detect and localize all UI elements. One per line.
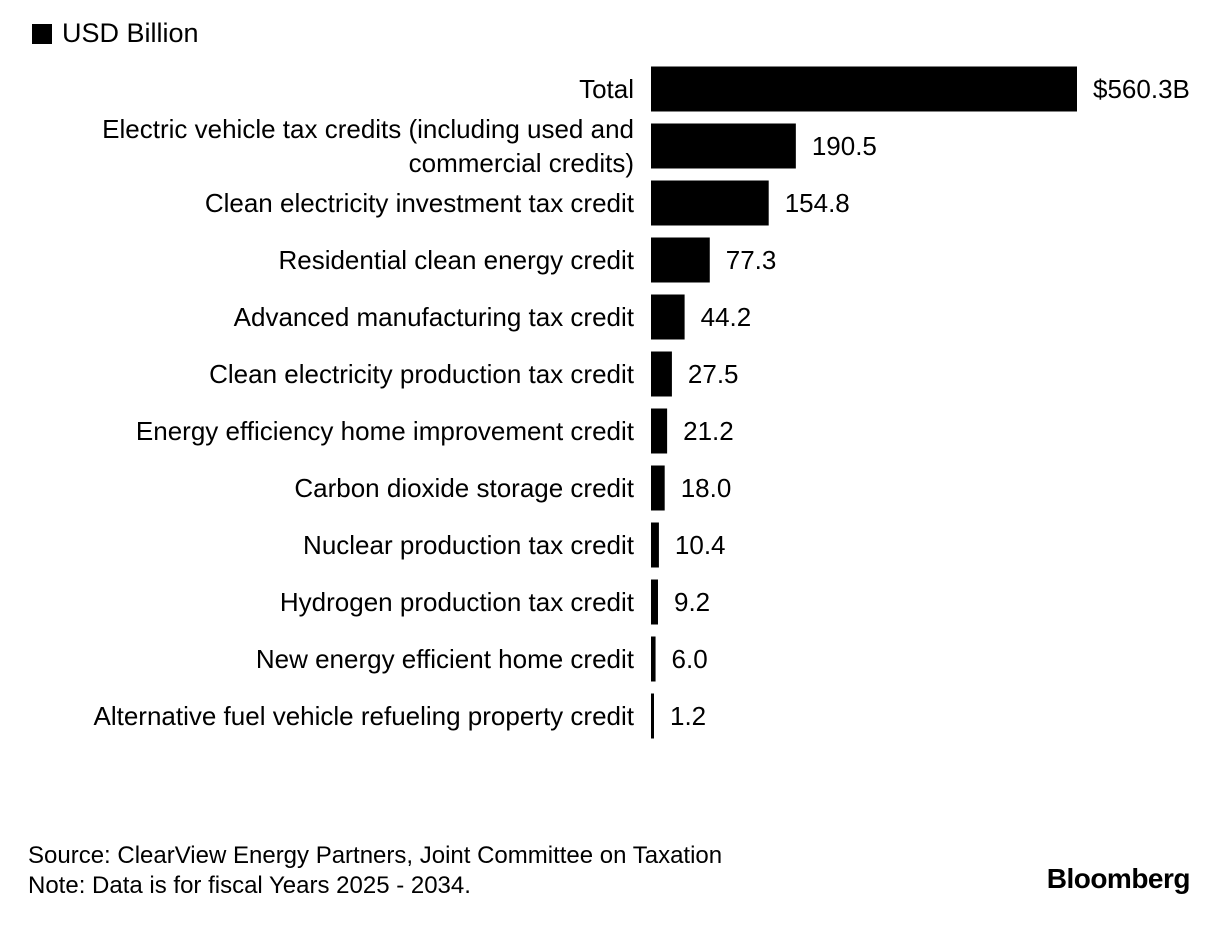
bar xyxy=(651,522,659,568)
bar xyxy=(651,636,656,682)
value-label: 10.4 xyxy=(675,530,726,560)
bar xyxy=(651,408,668,454)
value-label: 6.0 xyxy=(672,644,708,674)
bar xyxy=(651,351,672,397)
value-label: 9.2 xyxy=(674,587,710,617)
value-label: $560.3B xyxy=(1093,74,1190,104)
value-label: 1.2 xyxy=(670,701,706,731)
category-label: commercial credits) xyxy=(409,148,634,178)
legend-swatch xyxy=(32,23,52,44)
category-label: Alternative fuel vehicle refueling prope… xyxy=(93,701,634,731)
value-label: 77.3 xyxy=(726,245,777,275)
bar xyxy=(651,693,654,739)
bar xyxy=(651,579,658,625)
value-label: 21.2 xyxy=(683,416,734,446)
bar xyxy=(651,465,665,511)
value-label: 18.0 xyxy=(681,473,732,503)
category-label: Clean electricity production tax credit xyxy=(209,359,635,389)
category-label: Electric vehicle tax credits (including … xyxy=(102,114,634,144)
bloomberg-logo: Bloomberg xyxy=(1046,863,1191,894)
source-note: Source: ClearView Energy Partners, Joint… xyxy=(28,842,723,869)
category-label: Energy efficiency home improvement credi… xyxy=(136,416,635,446)
category-label: Nuclear production tax credit xyxy=(303,530,635,560)
category-label: Carbon dioxide storage credit xyxy=(294,473,634,503)
category-label: Clean electricity investment tax credit xyxy=(205,188,635,218)
data-note: Note: Data is for fiscal Years 2025 - 20… xyxy=(28,872,471,899)
bar xyxy=(651,237,710,283)
value-label: 27.5 xyxy=(688,359,739,389)
bar xyxy=(651,180,769,226)
chart-legend: USD Billion xyxy=(32,18,199,49)
category-label: Residential clean energy credit xyxy=(278,245,634,275)
value-label: 190.5 xyxy=(812,131,877,161)
legend-label: USD Billion xyxy=(62,18,199,48)
bar xyxy=(651,294,685,340)
category-label: New energy efficient home credit xyxy=(256,644,635,674)
value-label: 44.2 xyxy=(701,302,752,332)
value-label: 154.8 xyxy=(785,188,850,218)
bar xyxy=(651,123,796,169)
category-label: Advanced manufacturing tax credit xyxy=(234,302,635,332)
category-label: Total xyxy=(579,74,634,104)
bar xyxy=(651,66,1077,112)
chart-footer: Source: ClearView Energy Partners, Joint… xyxy=(28,841,722,901)
category-label: Hydrogen production tax credit xyxy=(280,587,635,617)
